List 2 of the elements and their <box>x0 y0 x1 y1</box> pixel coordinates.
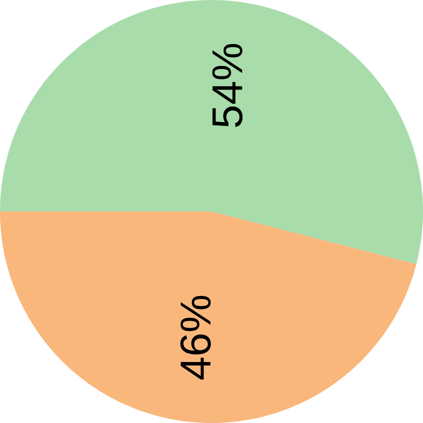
data-label: 54% <box>212 44 243 127</box>
data-label: 46% <box>180 296 211 380</box>
